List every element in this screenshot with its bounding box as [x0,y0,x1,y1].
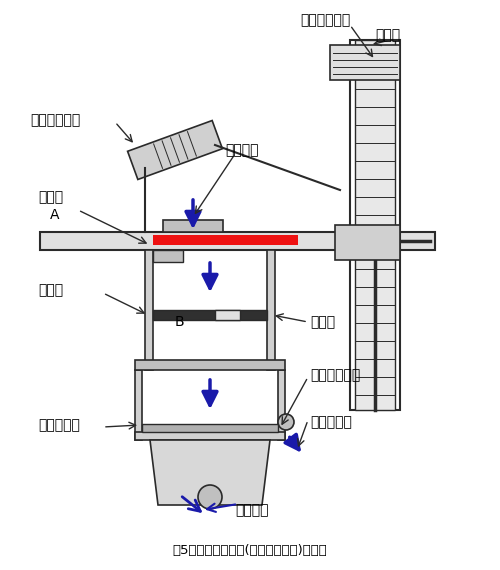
Text: 傾斜形気圧計: 傾斜形気圧計 [30,113,80,127]
Bar [135,370,142,440]
Bar [153,250,183,262]
Text: A: A [50,208,59,222]
Bar [142,424,278,432]
Bar [335,225,400,260]
Bar [163,220,223,232]
Bar [145,250,153,370]
Text: B: B [175,315,184,329]
Polygon shape [128,120,222,180]
Text: 貯油槽: 貯油槽 [375,28,400,42]
Text: 空気孔: 空気孔 [310,315,335,329]
Bar [355,40,395,410]
Text: 仕切壁: 仕切壁 [38,283,63,297]
Bar [40,232,435,250]
Text: 垂直形気圧計: 垂直形気圧計 [300,13,350,27]
Bar [267,250,275,370]
Bar [153,310,267,320]
Bar [153,235,298,245]
Bar [215,310,240,320]
Text: 図5　通気度試験機(フラジール形)の構造: 図5 通気度試験機(フラジール形)の構造 [172,544,328,556]
Text: 吹込ファン: 吹込ファン [38,418,80,432]
Circle shape [198,485,222,509]
Text: クランプ: クランプ [225,143,258,157]
Text: 空気そらせ板: 空気そらせ板 [310,368,360,382]
Circle shape [278,414,294,430]
Polygon shape [150,440,270,505]
Bar [135,360,285,370]
Bar [330,45,400,80]
Bar [135,432,285,440]
Text: 試験片: 試験片 [38,190,63,204]
Bar [278,370,285,440]
Text: モーター: モーター [235,503,268,517]
Text: 空気放出口: 空気放出口 [310,415,352,429]
Bar [350,40,400,410]
